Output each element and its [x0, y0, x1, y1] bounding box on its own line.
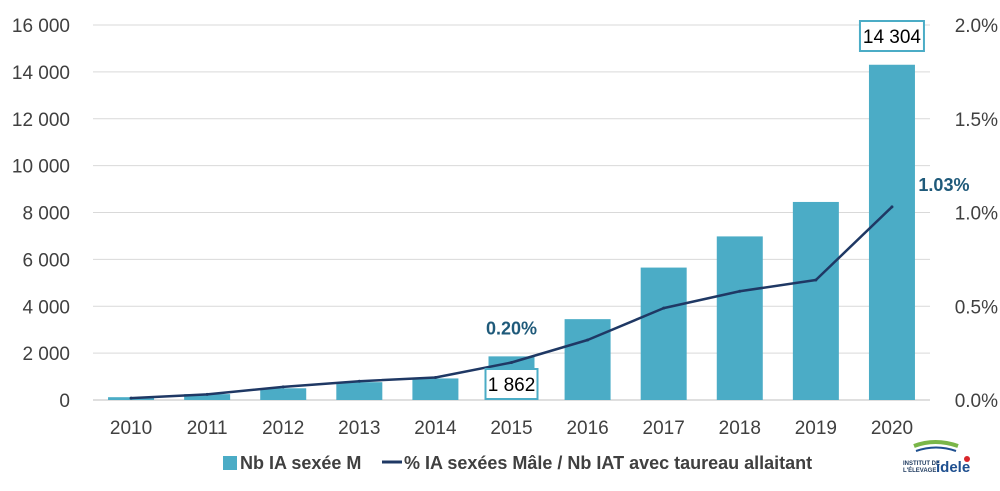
line-series: [129, 205, 894, 400]
x-tick-label: 2015: [490, 418, 532, 439]
x-tick-label: 2018: [719, 418, 761, 439]
x-tick-label: 2011: [187, 418, 228, 439]
line-point: [281, 385, 285, 389]
logo-brand: idele: [936, 459, 970, 476]
gridlines: [93, 24, 930, 401]
y-left-tick-label: 16 000: [12, 16, 70, 37]
bar: [640, 267, 687, 400]
y-left-tick-label: 8 000: [22, 204, 70, 225]
y-right-tick-label: 2.0%: [955, 16, 998, 37]
line-point: [510, 361, 513, 364]
x-tick-label: 2010: [110, 418, 152, 439]
left-axis-ticks: 0 2 000 4 000 6 000 8 000 10 000 12 000 14 000 1…: [12, 16, 70, 412]
bar: [336, 382, 383, 400]
pct-label: 0.20%: [486, 319, 537, 339]
bar: [260, 388, 307, 400]
legend-label-line: % IA sexées Mâle / Nb IAT avec taureau a…: [404, 453, 812, 473]
y-right-tick-label: 0.0%: [955, 391, 998, 412]
right-axis-ticks: 0.0% 0.5% 1.0% 1.5% 2.0%: [955, 16, 998, 412]
idele-logo: INSTITUT DE L'ÉLEVAGE idele: [903, 440, 970, 476]
line-point: [662, 306, 666, 310]
line-point: [586, 338, 590, 342]
x-tick-label: 2013: [338, 418, 380, 439]
x-axis-ticks: 2010 2011 2012 2013 2014 2015 2016 2017 2018 2019…: [110, 418, 913, 439]
x-tick-label: 2016: [566, 418, 608, 439]
x-tick-label: 2012: [262, 418, 304, 439]
value-box-label: 1 862: [488, 375, 536, 396]
legend-swatch-bars: [223, 456, 237, 470]
line-point: [433, 376, 437, 379]
line-point: [814, 278, 818, 282]
x-tick-label: 2014: [414, 418, 457, 439]
x-tick-label: 2020: [871, 418, 913, 439]
bar: [868, 64, 915, 400]
y-right-tick-label: 1.5%: [955, 110, 998, 131]
bar-series: [108, 64, 915, 400]
y-left-tick-label: 10 000: [12, 157, 70, 178]
logo-text-line2: L'ÉLEVAGE: [903, 466, 936, 474]
line-point: [205, 392, 209, 396]
bar: [792, 201, 839, 400]
bar: [716, 236, 763, 400]
value-box: [858, 20, 925, 52]
y-left-tick-label: 2 000: [22, 344, 70, 365]
line-point: [738, 289, 742, 293]
value-box: [484, 368, 539, 400]
logo-swoosh-green: [913, 440, 959, 448]
annotations: 0.20% 1.03% 1 862 14 304: [484, 20, 969, 400]
line-point: [129, 396, 133, 400]
y-left-tick-label: 4 000: [22, 297, 70, 318]
y-right-tick-label: 0.5%: [955, 297, 998, 318]
logo-swoosh-blue: [915, 446, 957, 452]
logo-dot-red: [964, 456, 970, 462]
bar: [184, 394, 231, 400]
y-left-tick-label: 0: [59, 391, 70, 412]
y-right-tick-label: 1.0%: [955, 204, 998, 225]
pct-label: 1.03%: [918, 175, 969, 195]
bar: [412, 378, 459, 400]
legend-label-bars: Nb IA sexée M: [240, 453, 361, 473]
y-left-tick-label: 12 000: [12, 110, 70, 131]
logo-text-line1: INSTITUT DE: [903, 461, 940, 467]
value-box-label: 14 304: [863, 27, 922, 48]
bar: [564, 319, 611, 400]
y-left-tick-label: 6 000: [22, 250, 70, 271]
line-point: [890, 205, 894, 209]
legend: Nb IA sexée M % IA sexées Mâle / Nb IAT …: [223, 453, 812, 473]
x-tick-label: 2019: [795, 418, 837, 439]
line-point: [357, 379, 361, 383]
x-tick-label: 2017: [643, 418, 685, 439]
y-left-tick-label: 14 000: [12, 63, 70, 84]
